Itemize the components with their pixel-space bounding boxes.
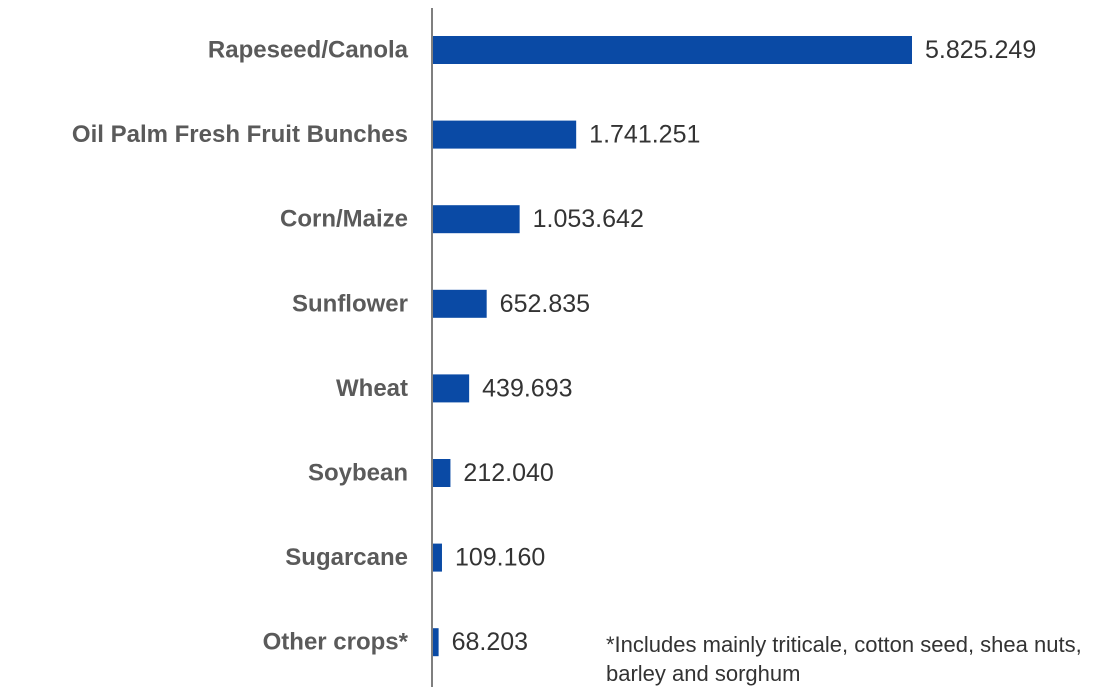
value-label-1: 1.741.251 [589,121,700,149]
category-label-1: Oil Palm Fresh Fruit Bunches [72,121,408,148]
category-label-4: Wheat [336,375,408,402]
category-label-7: Other crops* [263,629,409,656]
value-label-0: 5.825.249 [925,36,1036,64]
value-label-5: 212.040 [463,459,553,487]
labels-layer: Rapeseed/Canola 5.825.249 Oil Palm Fresh F… [72,36,1036,656]
bar-5 [433,459,451,487]
category-label-3: Sunflower [292,290,408,317]
value-label-6: 109.160 [455,544,545,572]
value-label-2: 1.053.642 [533,205,644,233]
bar-1 [433,120,577,149]
value-label-4: 439.693 [482,374,572,402]
bar-4 [433,374,470,403]
category-label-2: Corn/Maize [280,206,408,233]
bar-2 [433,205,520,234]
footnote: *Includes mainly triticale, cotton seed,… [606,632,1082,686]
bar-7 [433,628,439,657]
bar-0 [433,36,912,64]
category-label-6: Sugarcane [285,544,408,571]
category-label-5: Soybean [308,460,408,487]
value-label-7: 68.203 [452,628,528,656]
bar-6 [433,543,442,572]
value-label-3: 652.835 [500,290,590,318]
bar-3 [433,289,487,318]
category-label-0: Rapeseed/Canola [208,37,409,64]
bars-layer [433,36,912,657]
